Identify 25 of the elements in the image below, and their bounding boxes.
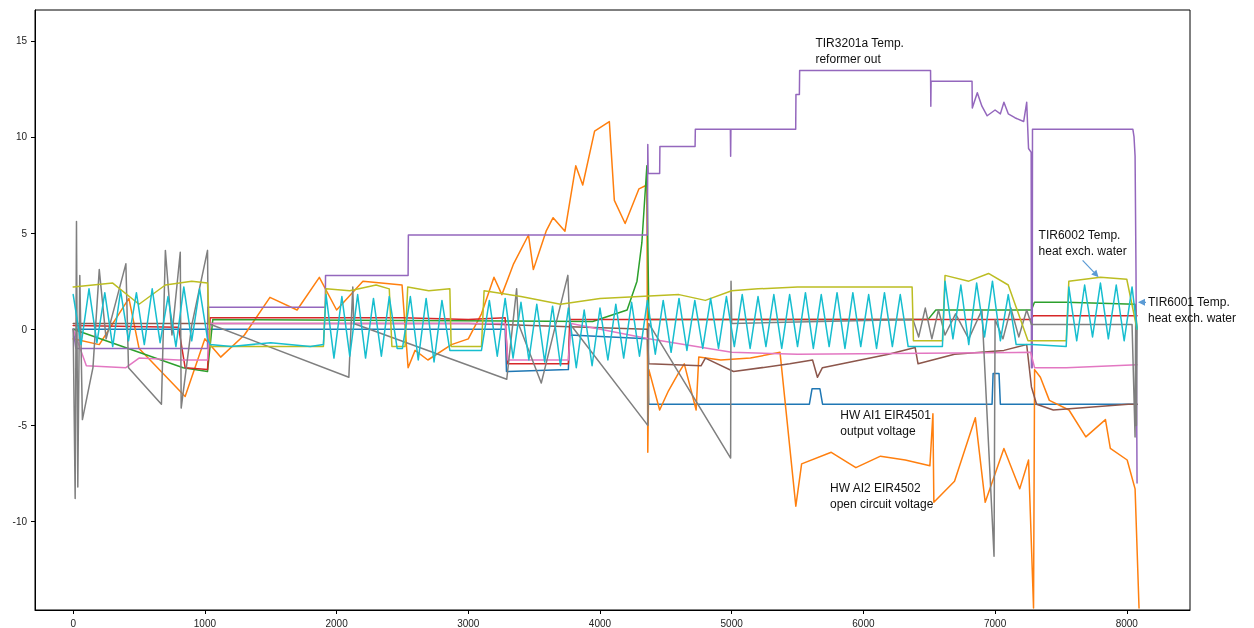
line-series [72, 69, 1138, 484]
x-tick-label: 3000 [457, 617, 480, 628]
y-tick-label: -10 [12, 516, 28, 528]
x-tick-label: 8000 [1115, 617, 1139, 628]
line-series [72, 220, 1138, 557]
x-tick-label: 1000 [193, 617, 217, 628]
annotation: HW AI2 EIR4502 open circuit voltage [830, 481, 934, 511]
y-tick-label: 0 [21, 323, 28, 335]
annotation: TIR3201a Temp. reformer out [815, 35, 904, 66]
x-tick-label: 2000 [325, 617, 349, 628]
line-series [72, 322, 1138, 369]
line-series [72, 280, 1138, 369]
x-tick-label: 7000 [983, 617, 1007, 628]
annotation: TIR6002 Temp. heat exch. water [1038, 228, 1127, 259]
x-tick-label: 6000 [852, 617, 875, 628]
x-tick-label: 4000 [588, 617, 612, 628]
y-tick-label: 10 [15, 131, 28, 143]
annotation: HW AI1 EIR4501 output voltage [840, 408, 932, 439]
line-series [72, 315, 1138, 371]
x-tick-label: 0 [70, 617, 77, 628]
annotation: TIR6001 Temp. heat exch. water [1147, 295, 1237, 326]
x-tick-label: 5000 [720, 617, 744, 628]
y-tick-label: 5 [21, 227, 28, 239]
y-tick-label: 15 [15, 35, 28, 47]
y-tick-label: -5 [18, 419, 28, 431]
